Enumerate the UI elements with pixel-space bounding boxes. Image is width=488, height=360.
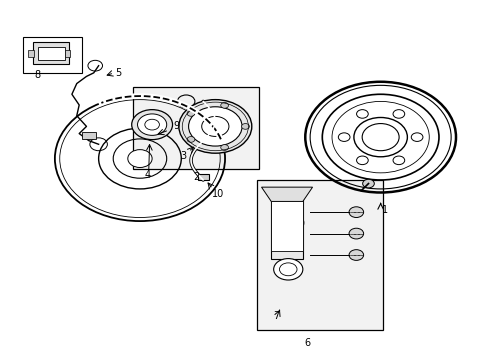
Text: 6: 6 — [304, 338, 310, 347]
Bar — [256, 180, 382, 330]
Circle shape — [348, 249, 363, 260]
Circle shape — [362, 123, 398, 151]
Circle shape — [272, 211, 303, 234]
Polygon shape — [33, 42, 69, 64]
Bar — [271, 202, 302, 251]
Circle shape — [348, 207, 363, 217]
Polygon shape — [261, 187, 312, 202]
Bar — [38, 47, 64, 60]
Text: 1: 1 — [382, 205, 388, 215]
Bar — [198, 174, 208, 180]
Text: 8: 8 — [35, 69, 41, 80]
Circle shape — [188, 107, 242, 146]
Text: 9: 9 — [173, 121, 179, 131]
Circle shape — [241, 123, 249, 129]
Circle shape — [137, 114, 166, 135]
Text: 7: 7 — [272, 311, 279, 321]
Circle shape — [348, 228, 363, 239]
Circle shape — [179, 100, 251, 153]
Bar — [81, 132, 96, 139]
Circle shape — [127, 150, 152, 167]
Circle shape — [187, 111, 194, 116]
Bar — [64, 50, 70, 57]
Text: 10: 10 — [211, 189, 224, 199]
Circle shape — [273, 258, 302, 280]
Bar — [23, 37, 81, 73]
Text: 5: 5 — [115, 68, 121, 78]
Circle shape — [187, 136, 194, 142]
Circle shape — [131, 110, 172, 140]
Text: 2: 2 — [192, 172, 199, 182]
Text: 3: 3 — [180, 151, 186, 161]
Polygon shape — [271, 194, 302, 258]
Bar — [28, 50, 34, 57]
Text: 4: 4 — [144, 170, 150, 180]
Circle shape — [362, 179, 373, 188]
Circle shape — [220, 145, 228, 150]
Bar — [132, 87, 259, 169]
Circle shape — [220, 103, 228, 108]
